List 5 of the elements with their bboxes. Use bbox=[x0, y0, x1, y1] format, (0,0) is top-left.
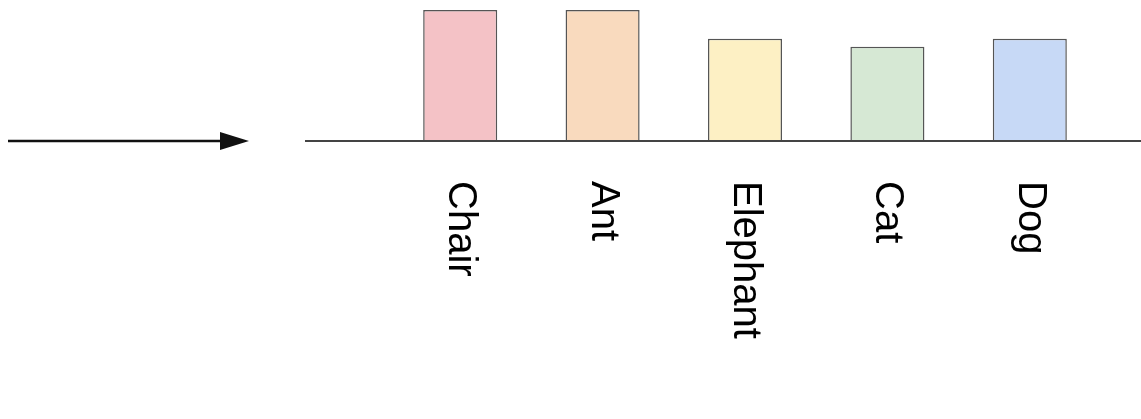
x-tick-label: Cat bbox=[868, 181, 913, 244]
x-tick-label: Elephant bbox=[725, 181, 770, 339]
x-tick-label: Dog bbox=[1010, 181, 1055, 255]
x-tick-label: Chair bbox=[441, 181, 486, 277]
x-tick-label: Ant bbox=[583, 181, 628, 242]
